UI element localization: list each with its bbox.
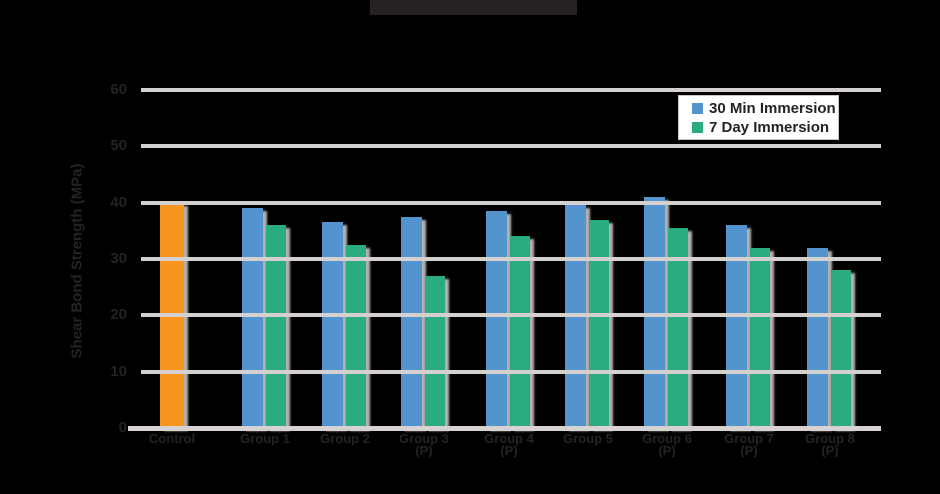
- x-axis-category-label: Group 5: [563, 431, 613, 446]
- x-axis-category-label: Group 2: [320, 431, 370, 446]
- gridline-y50: [141, 144, 881, 149]
- x-axis-category-label: Group 3 (P): [399, 431, 449, 458]
- bar-7-day-immersion-group2: [346, 244, 366, 428]
- bar-30-min-immersion-group3: [401, 216, 422, 428]
- legend-item-7day: 7 Day Immersion: [692, 118, 838, 137]
- legend-item-30min: 30 Min Immersion: [692, 99, 838, 118]
- y-axis-tick-label: 60: [110, 81, 127, 98]
- y-axis-tick-label: 50: [110, 137, 127, 155]
- x-axis-category-label: Group 8 (P): [805, 431, 855, 458]
- x-axis-category-label: Group 1: [240, 431, 290, 446]
- bar-30-min-immersion-group7: [726, 225, 747, 428]
- x-axis-category-label: Control: [148, 431, 196, 446]
- gridline-y20: [141, 313, 881, 318]
- bar-30-min-immersion-group2: [322, 222, 343, 428]
- bar-7-day-immersion-group8: [831, 270, 851, 428]
- y-axis-tick-label: 10: [110, 362, 127, 380]
- x-axis-category-label: Group 4 (P): [484, 431, 534, 458]
- gridline-y30: [141, 257, 881, 261]
- bar-30-min-immersion-group1: [242, 208, 263, 428]
- chart-title: Shear Bond Strength After Immersion: [370, 0, 577, 15]
- legend-swatch-green-icon: [692, 122, 703, 133]
- bar-7-day-immersion-group1: [266, 225, 286, 428]
- gridline-y60: [141, 88, 881, 92]
- bar-7-day-immersion-group6: [668, 228, 688, 428]
- legend-label-30min: 30 Min Immersion: [709, 100, 836, 117]
- gridline-y10: [141, 369, 881, 374]
- bar-7-day-immersion-group4: [510, 236, 530, 428]
- legend: 30 Min Immersion 7 Day Immersion: [678, 95, 839, 140]
- bar-30-min-immersion-group8: [807, 247, 828, 428]
- legend-label-7day: 7 Day Immersion: [709, 119, 830, 136]
- x-axis-line: [128, 426, 881, 431]
- y-axis-tick-label: 0: [118, 419, 127, 436]
- bar-30-min-immersion-group4: [486, 211, 507, 428]
- y-axis-tick-label: 40: [110, 193, 127, 211]
- x-axis-category-label: Group 7 (P): [724, 431, 774, 458]
- bar-7-day-immersion-group5: [589, 219, 609, 428]
- legend-swatch-blue-icon: [692, 103, 703, 114]
- y-axis-tick-label: 30: [110, 250, 127, 267]
- x-axis-category-label: Group 6 (P): [642, 431, 692, 458]
- y-axis-label: Shear Bond Strength (MPa): [68, 163, 86, 359]
- bar-7-day-immersion-group7: [750, 247, 770, 428]
- gridline-y40: [141, 200, 881, 205]
- y-axis-tick-label: 20: [110, 306, 127, 324]
- bar-7-day-immersion-group3: [425, 275, 445, 428]
